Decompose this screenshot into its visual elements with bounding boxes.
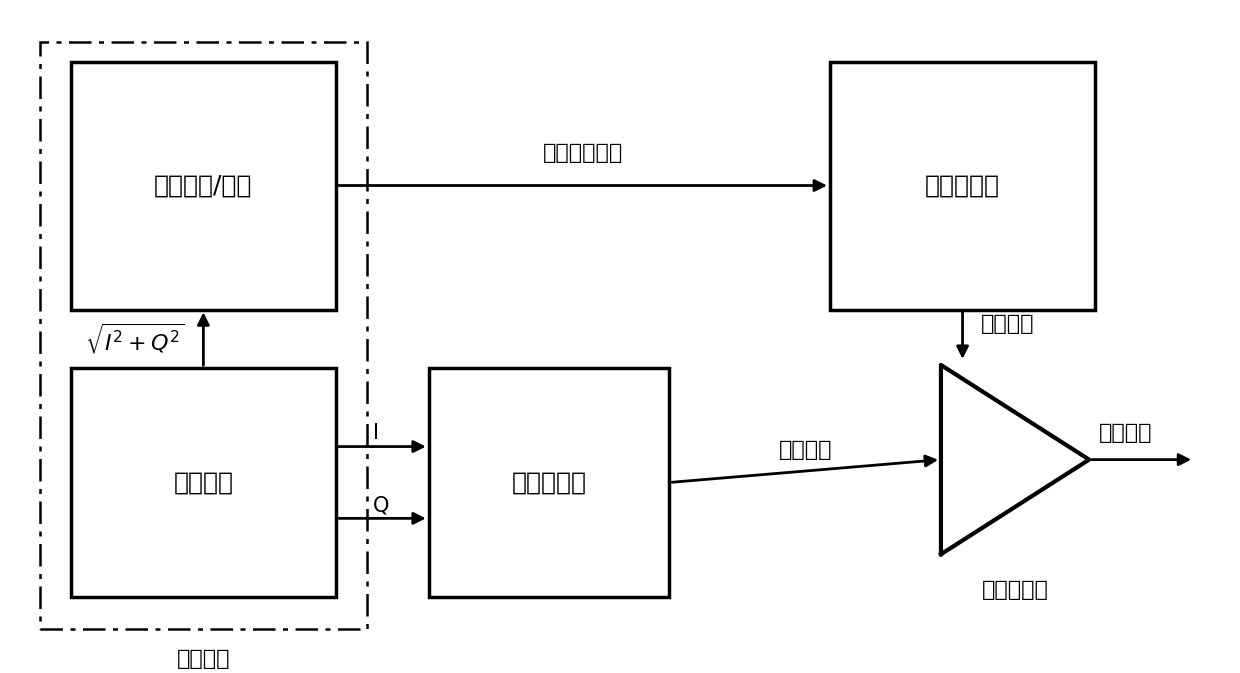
Text: 射频输出: 射频输出 (1099, 423, 1152, 444)
Text: I: I (373, 423, 379, 444)
Text: 功率放大器: 功率放大器 (982, 580, 1049, 600)
Bar (71, 61, 336, 310)
Bar (830, 61, 1095, 310)
Text: $\sqrt{I^2+Q^2}$: $\sqrt{I^2+Q^2}$ (86, 322, 185, 356)
Text: 电源信号: 电源信号 (981, 314, 1034, 334)
Text: 基带处理: 基带处理 (174, 470, 233, 495)
Text: Q: Q (373, 495, 389, 515)
Polygon shape (941, 365, 1089, 555)
Text: 射频输入: 射频输入 (779, 439, 832, 460)
Text: 数字基带: 数字基带 (176, 649, 231, 669)
Text: 上变频模块: 上变频模块 (512, 470, 587, 495)
Bar (429, 368, 670, 597)
Text: 包络调制器: 包络调制器 (925, 174, 999, 197)
Text: 整形后的包络: 整形后的包络 (543, 143, 622, 163)
Bar (40, 42, 367, 629)
Text: 包络整形/延时: 包络整形/延时 (154, 174, 253, 197)
Bar (71, 368, 336, 597)
